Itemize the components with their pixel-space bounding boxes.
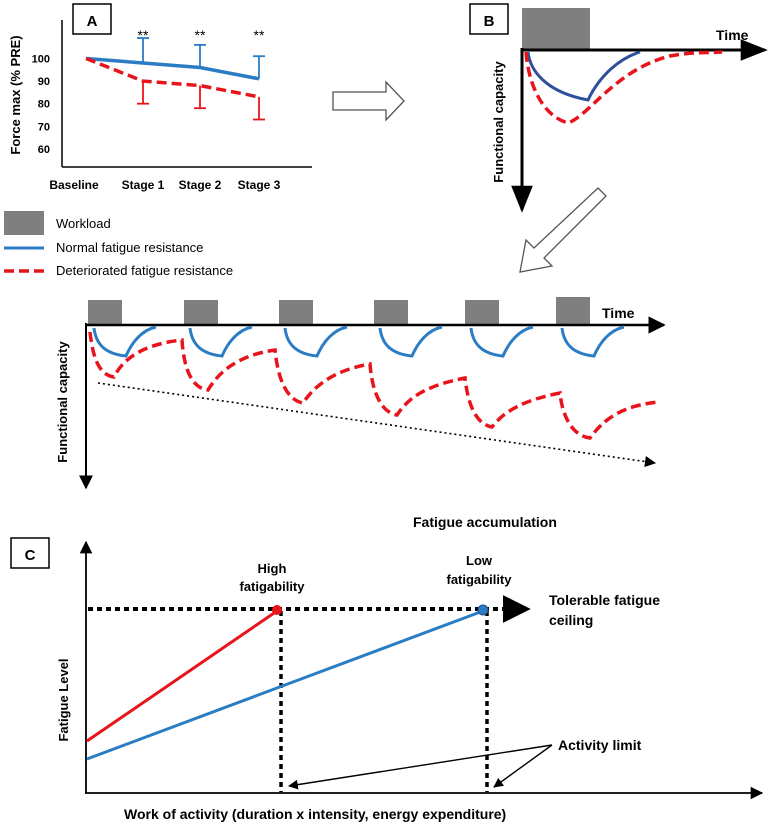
panel-a-letter: A bbox=[87, 13, 98, 30]
mid-caption: Fatigue accumulation bbox=[413, 514, 557, 530]
legend-workload-label: Workload bbox=[56, 216, 111, 231]
panel-c: C Fatigue Level Work of activity (durati… bbox=[10, 537, 764, 822]
low-label-line2: fatigability bbox=[446, 572, 512, 587]
ceiling-label-line1: Tolerable fatigue bbox=[549, 592, 660, 608]
arrow-right-icon bbox=[332, 80, 405, 122]
mid-normal-curve bbox=[469, 325, 534, 358]
mid-workload-block bbox=[374, 300, 408, 325]
mid-normal-curve bbox=[188, 325, 253, 358]
panel-a-x-ticks: Baseline Stage 1 Stage 2 Stage 3 bbox=[49, 178, 280, 192]
mid-normal-curve bbox=[92, 325, 157, 358]
panel-fatigue-accumulation: Time Functional capacity Fatigue accumul… bbox=[55, 297, 666, 530]
mid-normal-curves bbox=[92, 325, 625, 358]
ceiling-label-line2: ceiling bbox=[549, 612, 593, 628]
mid-xlabel: Time bbox=[602, 305, 635, 321]
mid-trend-line bbox=[97, 382, 657, 468]
legend: Workload Normal fatigue resistance Deter… bbox=[4, 211, 233, 278]
significance-mark: ** bbox=[138, 27, 149, 43]
panel-a-y-ticks: 60 70 80 90 100 bbox=[32, 53, 50, 155]
panel-a-ytick-label: 80 bbox=[38, 99, 50, 111]
panel-b-deteriorated-curve bbox=[524, 50, 723, 125]
high-label-line2: fatigability bbox=[239, 579, 305, 594]
panel-b-letter-box bbox=[469, 3, 509, 35]
mid-workload-block bbox=[465, 300, 499, 325]
legend-deteriorated-label: Deteriorated fatigue resistance bbox=[56, 263, 233, 278]
panel-a-xtick-label: Stage 2 bbox=[179, 178, 222, 192]
low-label-line1: Low bbox=[466, 553, 493, 568]
mid-deteriorated-curve bbox=[88, 331, 661, 440]
panel-a-letter-box bbox=[72, 3, 112, 35]
panel-a-ytick-label: 90 bbox=[38, 76, 50, 88]
significance-mark: ** bbox=[195, 27, 206, 43]
significance-mark: ** bbox=[254, 27, 265, 43]
mid-normal-curve bbox=[283, 325, 348, 358]
panel-a-xtick-label: Stage 1 bbox=[122, 178, 165, 192]
activity-limit-arrow-high bbox=[288, 744, 553, 790]
panel-a: A Force max (% PRE) 60 70 80 90 100 Baseline… bbox=[8, 3, 312, 192]
panel-c-letter: C bbox=[25, 547, 36, 564]
normal-series-line bbox=[85, 56, 260, 81]
mid-workload-block bbox=[279, 300, 313, 325]
mid-normal-curve bbox=[378, 325, 443, 358]
mid-workload-block bbox=[556, 297, 590, 325]
high-label-line1: High bbox=[258, 561, 287, 576]
deteriorated-series-line bbox=[85, 56, 260, 99]
panel-b-ylabel: Functional capacity bbox=[491, 61, 506, 183]
panel-a-ytick-label: 70 bbox=[38, 121, 50, 133]
panel-a-significance: ** ** ** bbox=[138, 27, 265, 43]
panel-b-xlabel: Time bbox=[716, 27, 749, 43]
mid-workload-blocks bbox=[88, 297, 590, 325]
panel-c-xlabel: Work of activity (duration x intensity, … bbox=[124, 806, 506, 822]
arrow-down-left-icon bbox=[519, 187, 607, 273]
panel-a-series bbox=[85, 37, 265, 121]
panel-b-normal-curve bbox=[526, 50, 641, 102]
high-fatigability-line bbox=[86, 609, 278, 743]
legend-normal-label: Normal fatigue resistance bbox=[56, 240, 203, 255]
activity-limit-arrow-low bbox=[493, 744, 553, 788]
low-fatigability-point bbox=[477, 604, 489, 616]
mid-workload-block bbox=[88, 300, 122, 325]
panel-c-ylabel: Fatigue Level bbox=[56, 658, 71, 741]
panel-c-letter-box bbox=[10, 537, 50, 569]
mid-normal-curve bbox=[560, 325, 625, 358]
panel-a-ylabel: Force max (% PRE) bbox=[8, 35, 23, 154]
mid-workload-block bbox=[184, 300, 218, 325]
panel-b-workload-block bbox=[522, 8, 590, 50]
panel-a-xtick-label: Baseline bbox=[49, 178, 99, 192]
legend-workload-swatch bbox=[4, 211, 44, 235]
activity-limit-label: Activity limit bbox=[558, 737, 642, 753]
panel-a-ytick-label: 60 bbox=[38, 144, 50, 156]
high-fatigability-point bbox=[272, 605, 282, 615]
panel-b: B Time Functional capacity bbox=[469, 3, 768, 213]
panel-a-ytick-label: 100 bbox=[32, 53, 50, 65]
panel-b-letter: B bbox=[484, 13, 495, 30]
panel-a-xtick-label: Stage 3 bbox=[238, 178, 281, 192]
mid-ylabel: Functional capacity bbox=[55, 341, 70, 463]
low-fatigability-line bbox=[86, 609, 484, 761]
